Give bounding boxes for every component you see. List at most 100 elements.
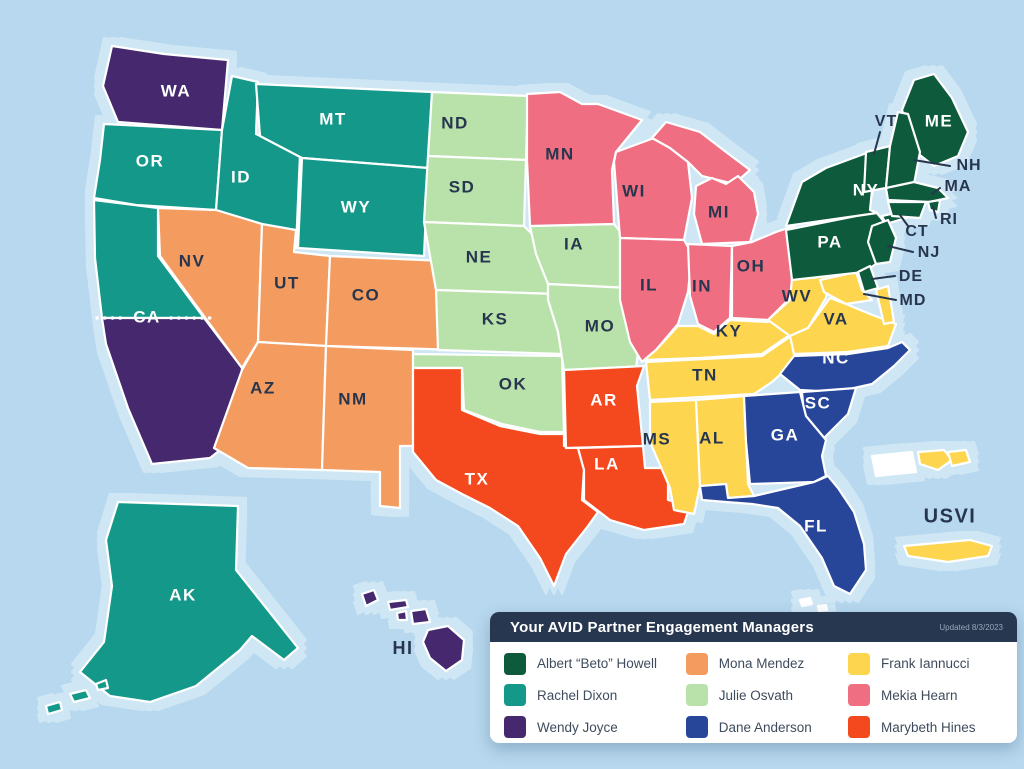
label-mo: MO <box>585 316 615 335</box>
region-hi1 <box>360 588 380 608</box>
legend-manager-name: Julie Osvath <box>718 687 794 703</box>
label-ia: IA <box>564 234 584 253</box>
region-hi3 <box>395 609 409 622</box>
label-ar: AR <box>590 390 618 409</box>
region-ar <box>562 364 646 450</box>
region-hi5 <box>421 624 466 673</box>
region-nj <box>866 218 898 266</box>
label-ms: MS <box>643 429 672 448</box>
label-ut: UT <box>274 273 300 292</box>
region-me <box>900 72 970 168</box>
label-nm: NM <box>338 389 367 408</box>
legend-swatch <box>504 716 526 739</box>
legend-item: Rachel Dixon <box>504 684 686 707</box>
legend-item: Mekia Hearn <box>847 684 1007 707</box>
label-co: CO <box>352 285 381 304</box>
callout-line-nj <box>887 245 914 253</box>
legend-manager-name: Mekia Hearn <box>880 687 958 703</box>
region-ak <box>78 500 300 704</box>
label-al: AL <box>699 428 725 447</box>
label-me: ME <box>925 111 954 130</box>
region-de <box>856 264 880 294</box>
legend-card: Your AVID Partner Engagement Managers Up… <box>490 612 1017 743</box>
label-ga: GA <box>771 425 800 444</box>
legend-item: Albert “Beto” Howell <box>504 652 686 675</box>
label-id: ID <box>231 167 251 186</box>
region-hi2 <box>386 598 410 612</box>
legend-manager-name: Dane Anderson <box>718 719 812 735</box>
label-nj: NJ <box>918 244 940 261</box>
region-la <box>576 444 692 532</box>
legend-item: Wendy Joyce <box>504 716 686 739</box>
label-ky: KY <box>716 321 743 340</box>
label-nd: ND <box>441 113 469 132</box>
label-tn: TN <box>692 365 718 384</box>
legend-manager-name: Rachel Dixon <box>537 687 618 703</box>
region-ct <box>886 200 928 220</box>
label-ma: MA <box>945 178 972 195</box>
legend-title: Your AVID Partner Engagement Managers <box>510 618 814 636</box>
legend-swatch <box>847 684 870 707</box>
label-in: IN <box>692 276 712 295</box>
region-fl <box>698 474 868 596</box>
ca-divider: CA <box>95 307 214 326</box>
callout-line-ri <box>932 206 937 219</box>
label-il: IL <box>640 275 658 294</box>
label-ct: CT <box>905 223 928 240</box>
legend-swatch <box>504 684 526 707</box>
label-tx: TX <box>465 469 490 488</box>
label-ks: KS <box>482 309 509 328</box>
legend-manager-name: Frank Iannucci <box>880 656 970 672</box>
label-wv: WV <box>782 286 812 305</box>
label-mi: MI <box>708 202 730 221</box>
label-wi: WI <box>622 181 646 200</box>
label-wy: WY <box>341 197 371 216</box>
label-nc: NC <box>822 348 850 367</box>
label-la: LA <box>594 454 620 473</box>
legend-swatch <box>685 684 708 707</box>
legend-manager-name: Wendy Joyce <box>537 719 618 735</box>
label-pa: PA <box>817 232 842 251</box>
label-wa: WA <box>161 81 191 100</box>
legend-swatch <box>685 652 708 675</box>
label-oh: OH <box>737 256 766 275</box>
legend-item: Dane Anderson <box>685 716 848 739</box>
label-ri: RI <box>940 211 958 228</box>
region-mi <box>692 174 760 246</box>
region-wy <box>296 156 430 258</box>
legend-swatch <box>504 652 526 675</box>
label-mt: MT <box>319 109 347 128</box>
label-fl: FL <box>804 516 828 535</box>
labels-layer: WA OR ID MT WY NV UT CO AZ NM ND SD NE KS OK IA MO MN WI MI… <box>136 81 981 604</box>
label-sc: SC <box>805 393 832 412</box>
legend-header: Your AVID Partner Engagement Managers Up… <box>490 612 1017 642</box>
region-ma <box>884 180 950 204</box>
label-ak: AK <box>169 585 197 604</box>
legend-item: Marybeth Hines <box>847 716 1007 739</box>
legend-manager-name: Mona Mendez <box>718 656 805 672</box>
legend-manager-name: Marybeth Hines <box>880 719 976 735</box>
label-hi: HI <box>393 638 414 658</box>
region-ri <box>926 198 942 214</box>
label-or: OR <box>136 151 165 170</box>
region-usvi2 <box>946 448 972 468</box>
label-mn: MN <box>545 144 574 163</box>
legend-item: Frank Iannucci <box>847 652 1007 675</box>
callout-line-ma <box>931 187 941 195</box>
region-usvi3 <box>902 538 994 564</box>
callout-line-de <box>871 275 896 280</box>
callout-line-md <box>863 293 897 301</box>
region-pr <box>870 450 918 478</box>
label-sd: SD <box>449 177 476 196</box>
region-hi4 <box>409 607 432 626</box>
legend-item: Julie Osvath <box>685 684 848 707</box>
legend-swatch <box>847 652 870 675</box>
callout-line-vt <box>873 131 881 155</box>
label-ny: NY <box>853 180 880 199</box>
label-usvi: USVI <box>924 505 977 527</box>
region-miup <box>650 120 752 186</box>
label-ok: OK <box>499 374 528 393</box>
states-layer <box>44 44 994 716</box>
